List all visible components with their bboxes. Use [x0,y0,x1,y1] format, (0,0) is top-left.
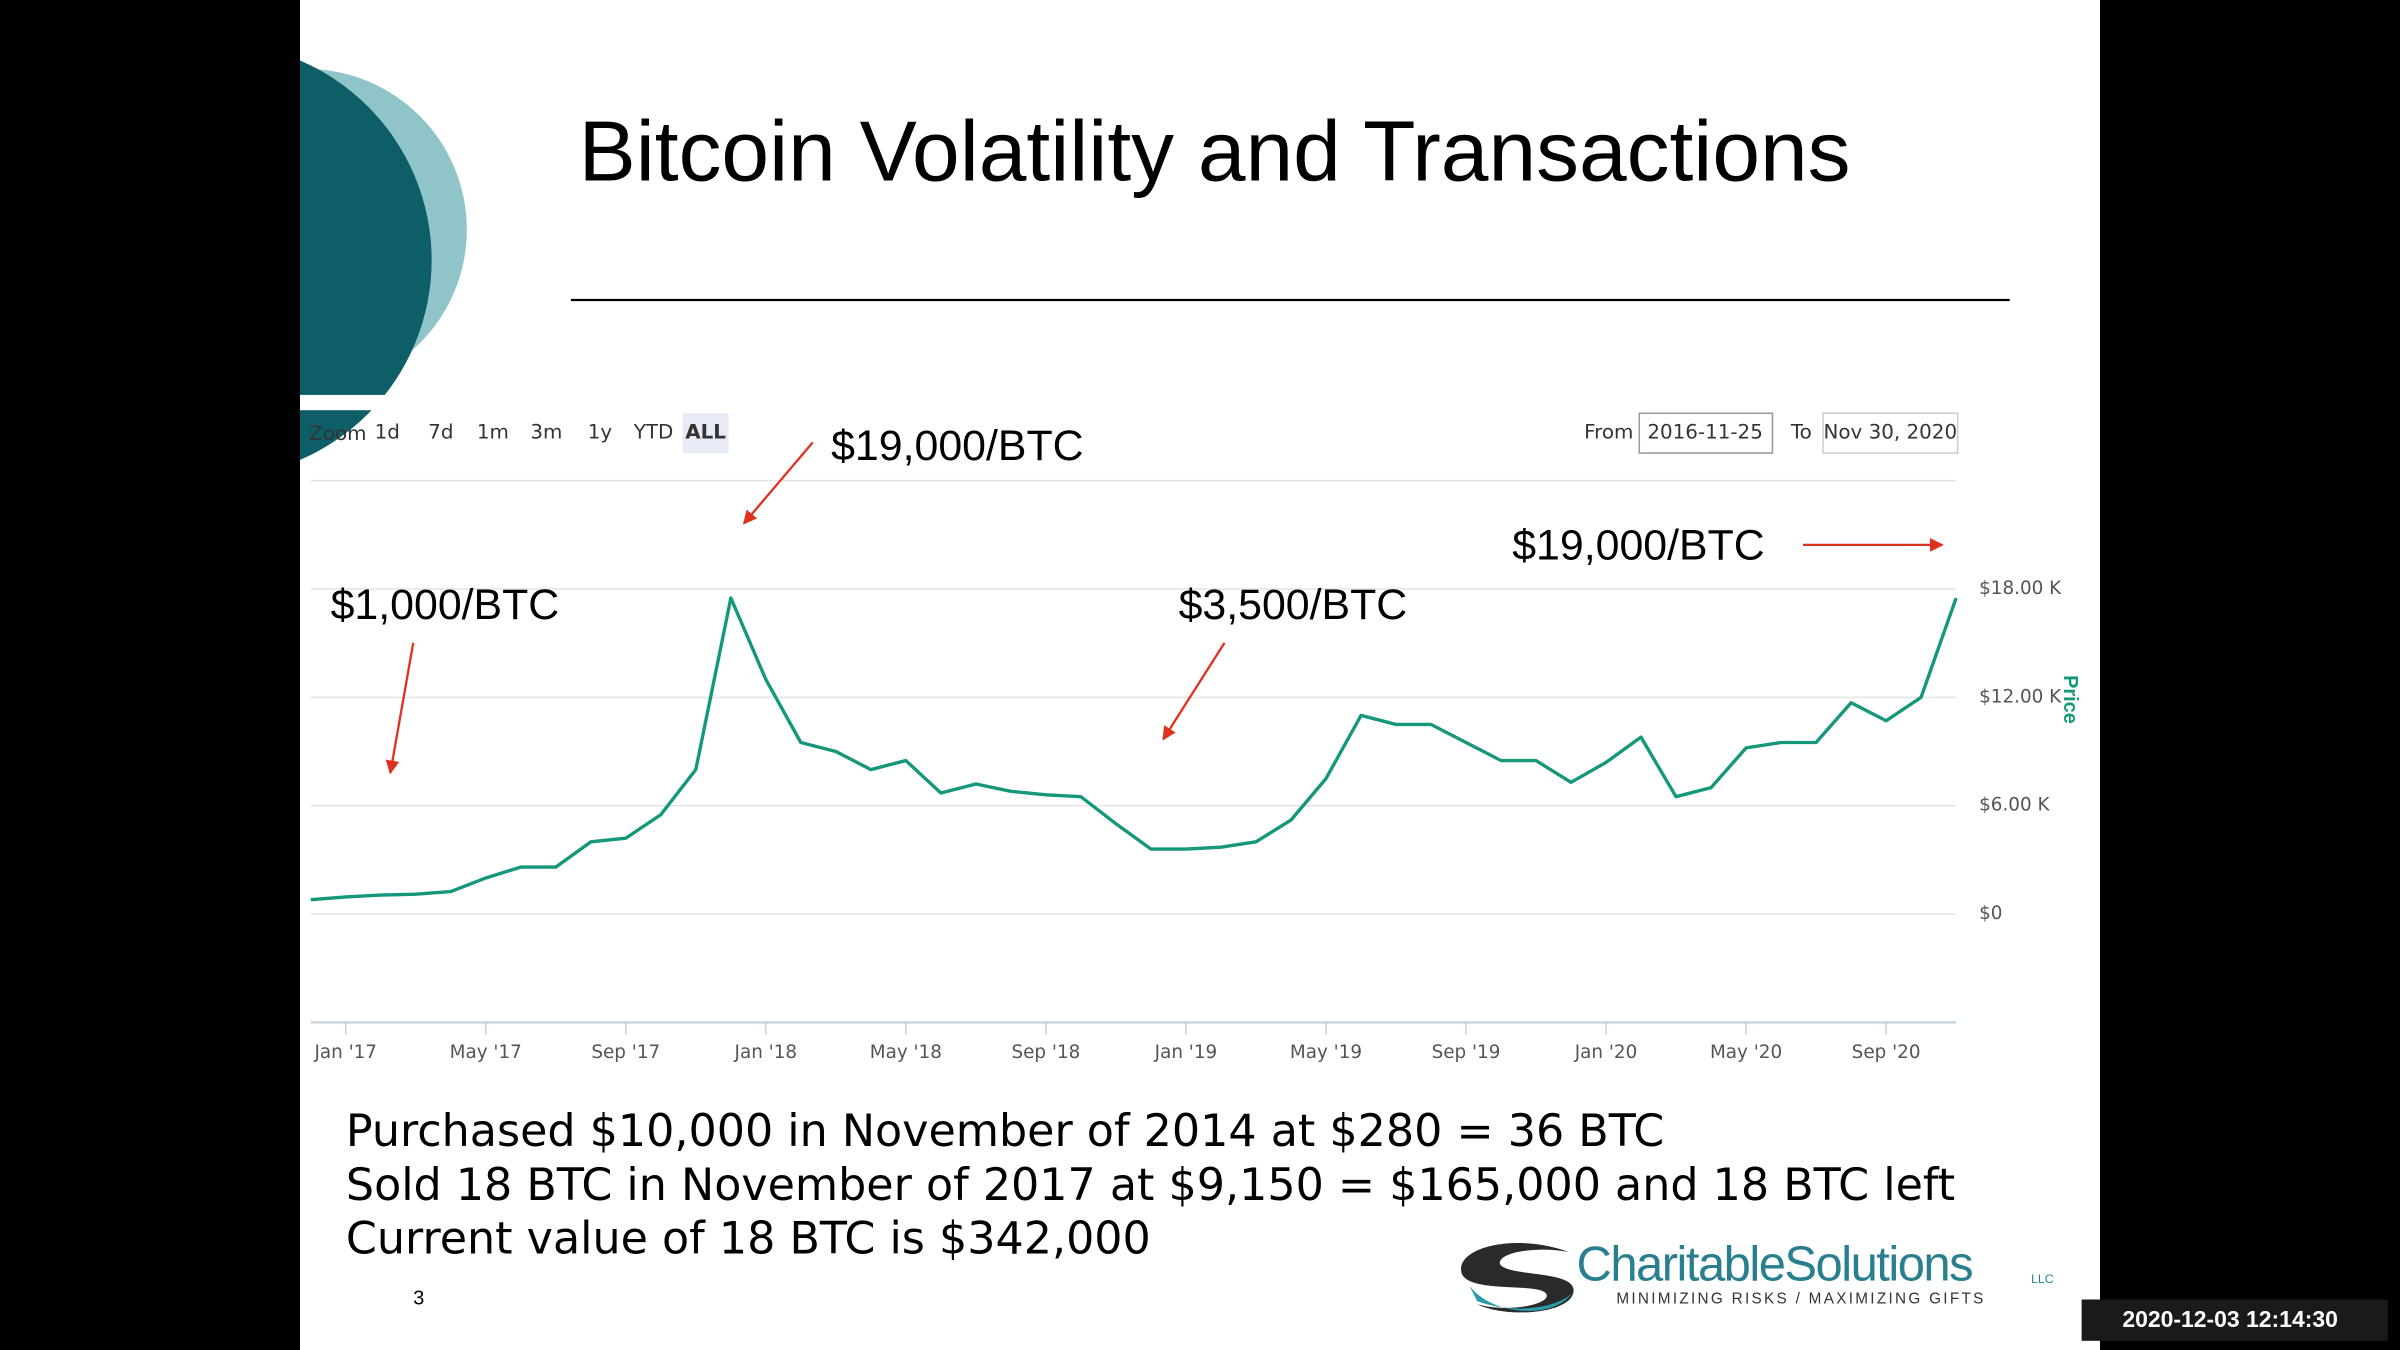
plot: $0 $6.00 K $12.00 K $18.00 K Jan '17 May '17 S… [310,578,2062,1063]
annotation: $19,000/BTC [1512,521,1764,569]
y-tick-label: $18.00 K [1979,578,2062,599]
x-tick-label: May '18 [870,1042,942,1063]
x-tick-label: Sep '19 [1432,1042,1501,1063]
x-tick-label: Sep '18 [1011,1042,1080,1063]
x-tick-label: May '17 [450,1042,522,1063]
x-tick-label: May '19 [1290,1042,1362,1063]
from-input[interactable] [1638,412,1774,454]
zoom-button[interactable]: 1d [375,421,400,444]
x-tick-label: Jan '20 [1574,1042,1638,1063]
logo-mark [1469,1285,1572,1311]
x-tick-label: Sep '17 [591,1042,660,1063]
from-label: From [1584,421,1633,444]
timestamp-box [2081,1299,2388,1341]
logo-suffix: LLC [2031,1272,2054,1286]
annotation: $19,000/BTC [831,422,1083,470]
to-date[interactable]: Nov 30, 2020 [1823,421,1957,444]
x-tick-label: Jan '18 [734,1042,798,1063]
logo-mark [1461,1242,1574,1313]
slide-title: Bitcoin Volatility and Transactions [579,103,1851,199]
decoration [300,60,484,460]
zoom-button[interactable]: 3m [530,421,562,444]
page-number: 3 [413,1288,424,1310]
zoom-button[interactable]: 7d [428,421,453,444]
y-axis-label: Price [2059,675,2081,724]
x-tick-label: Jan '17 [313,1042,377,1063]
zoom-button[interactable]: 1y [588,421,613,444]
logo-tagline: MINIMIZING RISKS / MAXIMIZING GIFTS [1616,1291,1985,1308]
zoom-button[interactable]: ALL [685,421,726,444]
arrow [742,441,814,525]
logo: CharitableSolutions LLC MINIMIZING RISKS… [1461,1237,2054,1313]
x-tick-label: Sep '20 [1852,1042,1921,1063]
to-label: To [1790,421,1812,444]
annotation: $3,500/BTC [1179,581,1408,629]
price-line [310,596,1958,902]
note-line: Purchased $10,000 in November of 2014 at… [346,1106,1664,1157]
from-date[interactable]: 2016-11-25 [1647,421,1763,444]
note-line: Sold 18 BTC in November of 2017 at $9,15… [346,1160,1955,1211]
zoom-button-bg[interactable] [682,413,729,454]
x-tick-label: May '20 [1710,1042,1782,1063]
zoom-label: Zoom [309,422,366,445]
zoom-button[interactable]: 1m [477,421,509,444]
deco-mask [300,394,484,411]
y-tick-label: $12.00 K [1979,686,2062,707]
y-tick-label: $0 [1979,903,2002,924]
logo-name: CharitableSolutions [1577,1237,1973,1291]
arrow [385,642,415,775]
note-line: Current value of 18 BTC is $342,000 [346,1213,1151,1264]
deco-circle [300,60,432,460]
arrow [1162,642,1226,741]
to-input[interactable] [1822,412,1959,454]
slide [300,0,2100,1350]
y-tick-label: $6.00 K [1979,795,2050,816]
annotation: $1,000/BTC [331,581,560,629]
zoom-buttons: 1d 7d 1m 3m 1y YTD ALL [375,413,729,454]
timestamp: 2020-12-03 12:14:30 [2122,1306,2338,1332]
x-tick-label: Jan '19 [1154,1042,1218,1063]
zoom-button[interactable]: YTD [633,421,674,444]
